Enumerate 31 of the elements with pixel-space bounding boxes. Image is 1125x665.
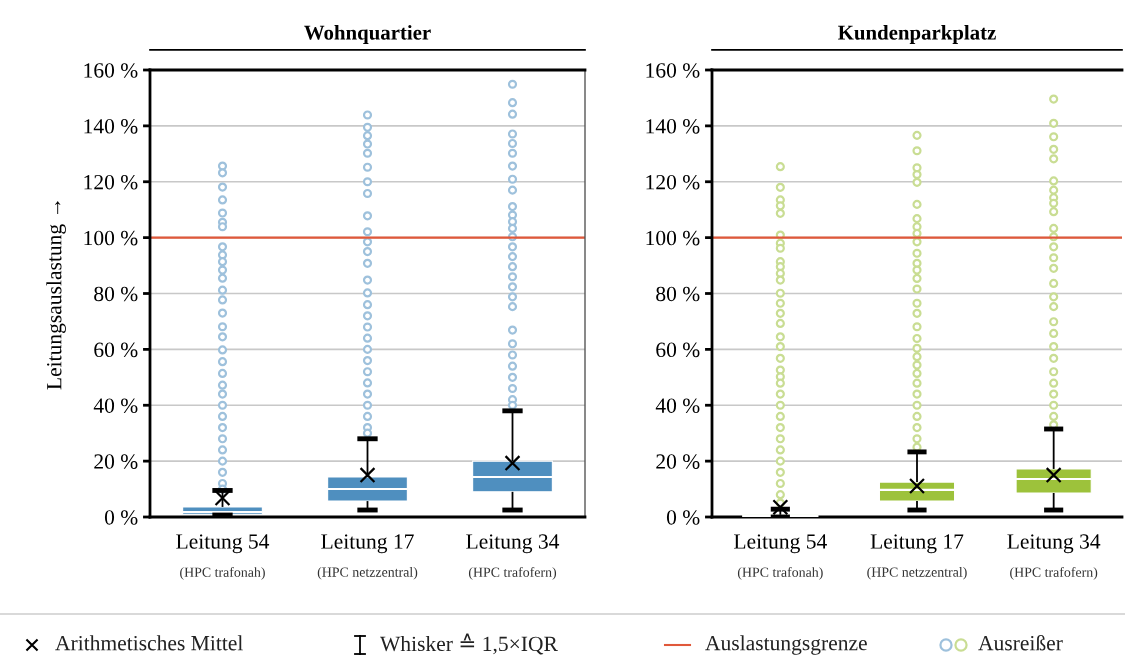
text: Ausreißer [978, 635, 1063, 651]
y-tick-label: 0 % [104, 510, 138, 525]
chart-title: Kundenparkplatz [838, 24, 996, 44]
y-tick-label: 100 % [84, 230, 138, 246]
x-tick-label: Leitung 54 (HPC trafonah) [734, 534, 827, 580]
y-tick-label: 160 % [84, 63, 138, 78]
y-tick-label: 140 % [84, 119, 138, 134]
y-tick-label: 0 % [666, 510, 700, 525]
y-tick-label: 100 % [646, 230, 700, 246]
x-tick-label: Leitung 17 (HPC netzzentral) [867, 534, 967, 580]
text: Whisker ≙ 1,5×IQR [380, 633, 558, 655]
x-tick-label: Leitung 34 (HPC trafofern) [1007, 534, 1101, 580]
y-tick-label: 40 % [93, 398, 138, 413]
chart-title: Wohnquartier [304, 24, 431, 44]
y-tick-label: 20 % [656, 454, 700, 469]
x-tick-label: Leitung 17 (HPC netzzentral) [317, 534, 418, 580]
y-tick-label: 80 % [656, 286, 700, 302]
y-tick-label: 60 % [94, 342, 138, 358]
x-tick-label: Leitung 54 (HPC trafonah) [176, 534, 270, 580]
y-tick-label: 20 % [94, 454, 138, 469]
y-tick-label: 120 % [646, 174, 700, 190]
y-tick-label: 120 % [84, 174, 138, 190]
y-tick-label: 40 % [655, 398, 700, 413]
y-tick-label: 80 % [94, 286, 138, 302]
y-tick-label: 140 % [646, 119, 700, 134]
y-tick-label: 60 % [656, 342, 700, 358]
y-axis-title: Leitungsauslastung → [46, 201, 66, 390]
y-tick-label: 160 % [646, 63, 700, 78]
text: Arithmetisches Mittel [55, 635, 243, 651]
legend-label: Auslastungsgrenze [705, 635, 867, 655]
x-tick-label: Leitung 34 (HPC trafofern) [466, 534, 560, 580]
